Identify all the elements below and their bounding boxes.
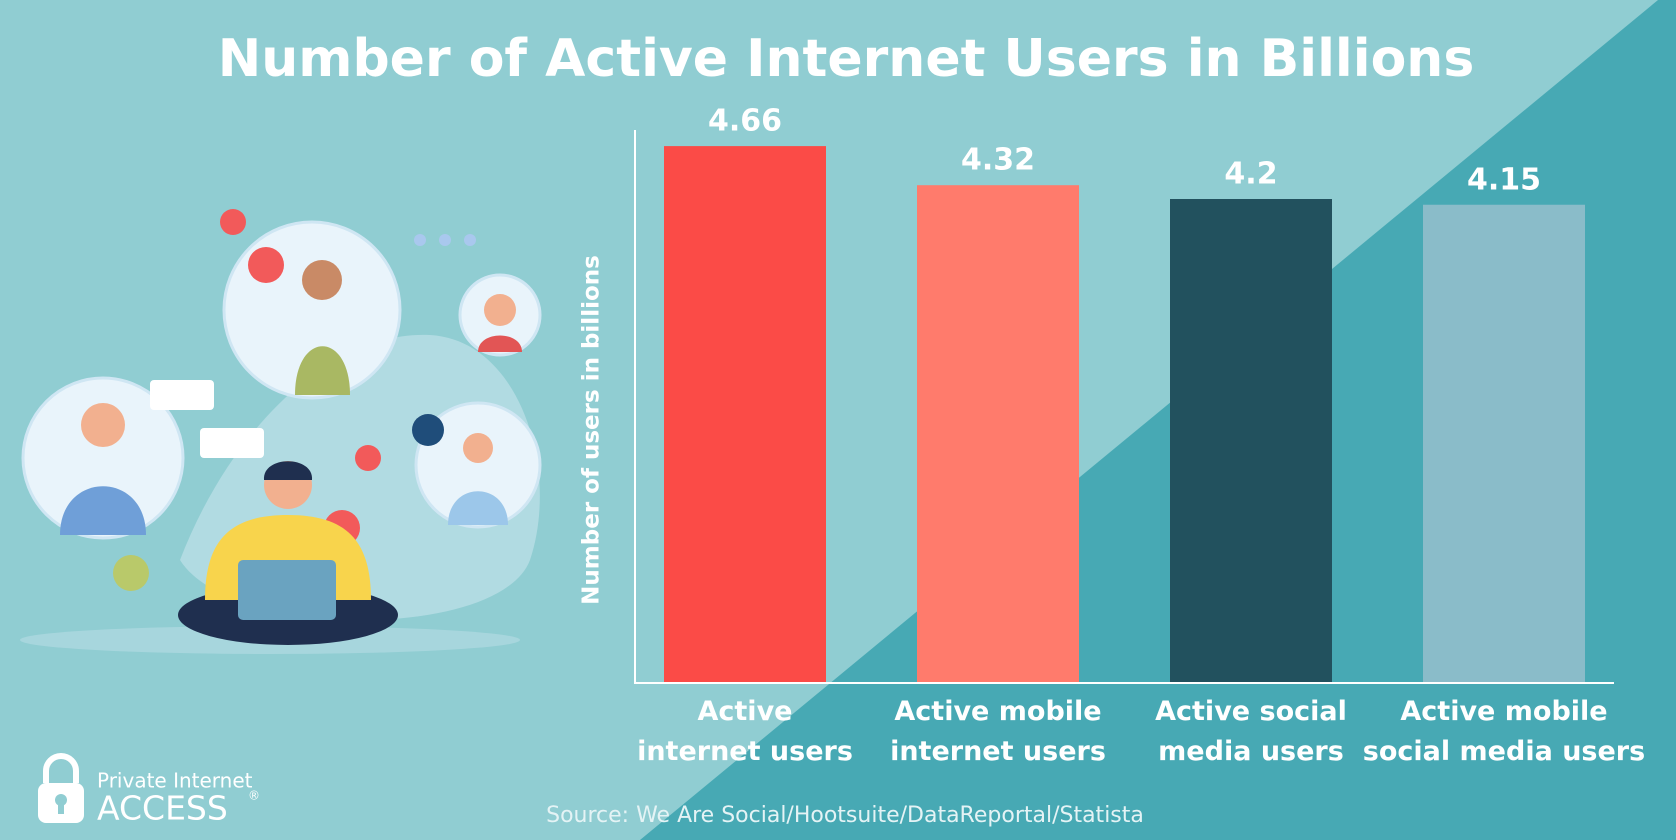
x-tick-label: Active mobile internet users bbox=[890, 696, 1106, 767]
x-tick-label: Active internet users bbox=[637, 696, 853, 767]
x-tick-label: Active social media users bbox=[1155, 696, 1347, 767]
bar bbox=[664, 146, 826, 683]
logo-mark: ® bbox=[248, 789, 260, 803]
data-label: 4.32 bbox=[961, 143, 1035, 178]
source: Source: We Are Social/Hootsuite/DataRepo… bbox=[546, 803, 1144, 828]
logo-line2: ACCESS bbox=[97, 789, 228, 828]
bar bbox=[917, 185, 1079, 682]
data-label: 4.15 bbox=[1467, 162, 1541, 197]
y-axis-label: Number of users in billions bbox=[579, 255, 605, 605]
logo-line1: Private Internet bbox=[97, 769, 253, 793]
background-diagonal bbox=[640, 0, 1676, 840]
bar bbox=[1423, 204, 1585, 682]
chart-title: Number of Active Internet Users in Billi… bbox=[218, 29, 1475, 89]
x-tick-label: Active mobile social media users bbox=[1362, 696, 1646, 767]
data-label: 4.66 bbox=[708, 104, 782, 139]
illustration bbox=[20, 209, 542, 654]
data-label: 4.2 bbox=[1224, 157, 1277, 192]
logo bbox=[38, 753, 84, 823]
bar bbox=[1170, 199, 1332, 682]
